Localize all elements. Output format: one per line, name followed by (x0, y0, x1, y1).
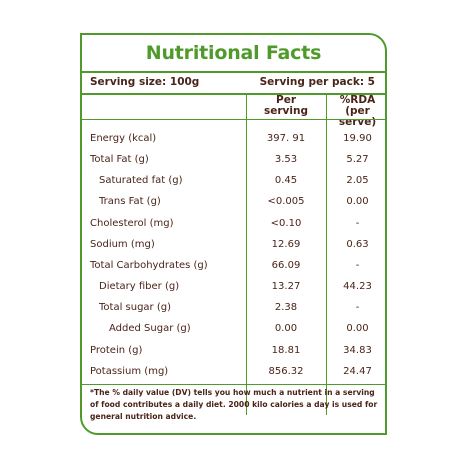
rda-value: 24.47 (343, 365, 372, 377)
footnote-line: general nutrition advice. (90, 412, 197, 421)
per-serving-value: 66.09 (271, 259, 301, 271)
rda-value: 19.90 (343, 133, 372, 144)
serving-size: Serving size: 100g (90, 76, 200, 88)
footnote-divider (82, 384, 385, 385)
rda-value: 0.00 (346, 196, 369, 208)
per-serving-value: 856.32 (268, 365, 304, 377)
header-serving: serving (264, 105, 308, 117)
per-serving-value: <0.10 (270, 217, 302, 229)
rda-value: - (355, 217, 360, 229)
nutrient-name: Total Carbohydrates (g) (90, 259, 208, 271)
column-divider-1 (246, 93, 247, 415)
nutrient-name: Total Fat (g) (90, 154, 149, 166)
header-per-serve: (per serve) (338, 105, 377, 128)
nutrient-name: Added Sugar (g) (109, 323, 191, 335)
rda-value: 0.63 (346, 238, 369, 250)
nutrient-name: Trans Fat (g) (99, 196, 161, 208)
nutrient-name: Cholesterol (mg) (90, 217, 174, 229)
per-serving-value: 2.38 (274, 302, 298, 314)
footnote-line: of food contributes a daily diet. 2000 k… (90, 400, 378, 409)
header-per-serving: Per serving (246, 95, 326, 117)
nutrient-name: Protein (g) (90, 344, 143, 356)
per-serving-value: 0.45 (274, 175, 298, 187)
header-rda: %RDA (per serve) (326, 94, 385, 128)
header-divider (82, 119, 385, 120)
per-serving-value: 3.53 (274, 154, 298, 166)
per-serving-value: 13.27 (271, 281, 301, 293)
nutrient-name: Saturated fat (g) (99, 175, 183, 187)
per-serving-value: 18.81 (271, 344, 301, 356)
rda-value: 5.27 (346, 154, 369, 166)
nutrient-name: Energy (kcal) (90, 133, 157, 144)
per-serving-value: 12.69 (271, 238, 301, 250)
rda-value: - (355, 302, 360, 314)
footnote: *The % daily value (DV) tells you how mu… (90, 387, 379, 423)
nutrient-name: Dietary fiber (g) (99, 281, 180, 293)
nutrient-name: Sodium (mg) (90, 238, 155, 250)
rda-value: 2.05 (346, 175, 369, 187)
header-per: Per (276, 94, 296, 106)
per-serving-value: 397. 91 (266, 133, 306, 144)
rda-value: 0.00 (346, 323, 369, 335)
per-serving-value: 0.00 (274, 323, 298, 335)
serving-per-pack: Serving per pack: 5 (259, 76, 375, 88)
footnote-line: *The % daily value (DV) tells you how mu… (90, 388, 375, 397)
serving-info-bar: Serving size: 100g Serving per pack: 5 (82, 71, 385, 95)
column-divider-2 (326, 93, 327, 415)
rda-value: 34.83 (343, 344, 372, 356)
rda-value: - (355, 259, 360, 271)
nutrition-facts-panel: Nutritional Facts Serving size: 100g Ser… (80, 33, 387, 435)
panel-title: Nutritional Facts (145, 42, 322, 64)
nutrient-name: Potassium (mg) (90, 365, 169, 377)
nutrient-name: Total sugar (g) (99, 302, 171, 314)
header-rda-label: %RDA (339, 94, 376, 106)
per-serving-value: <0.005 (267, 196, 305, 208)
rda-value: 44.23 (343, 281, 372, 293)
